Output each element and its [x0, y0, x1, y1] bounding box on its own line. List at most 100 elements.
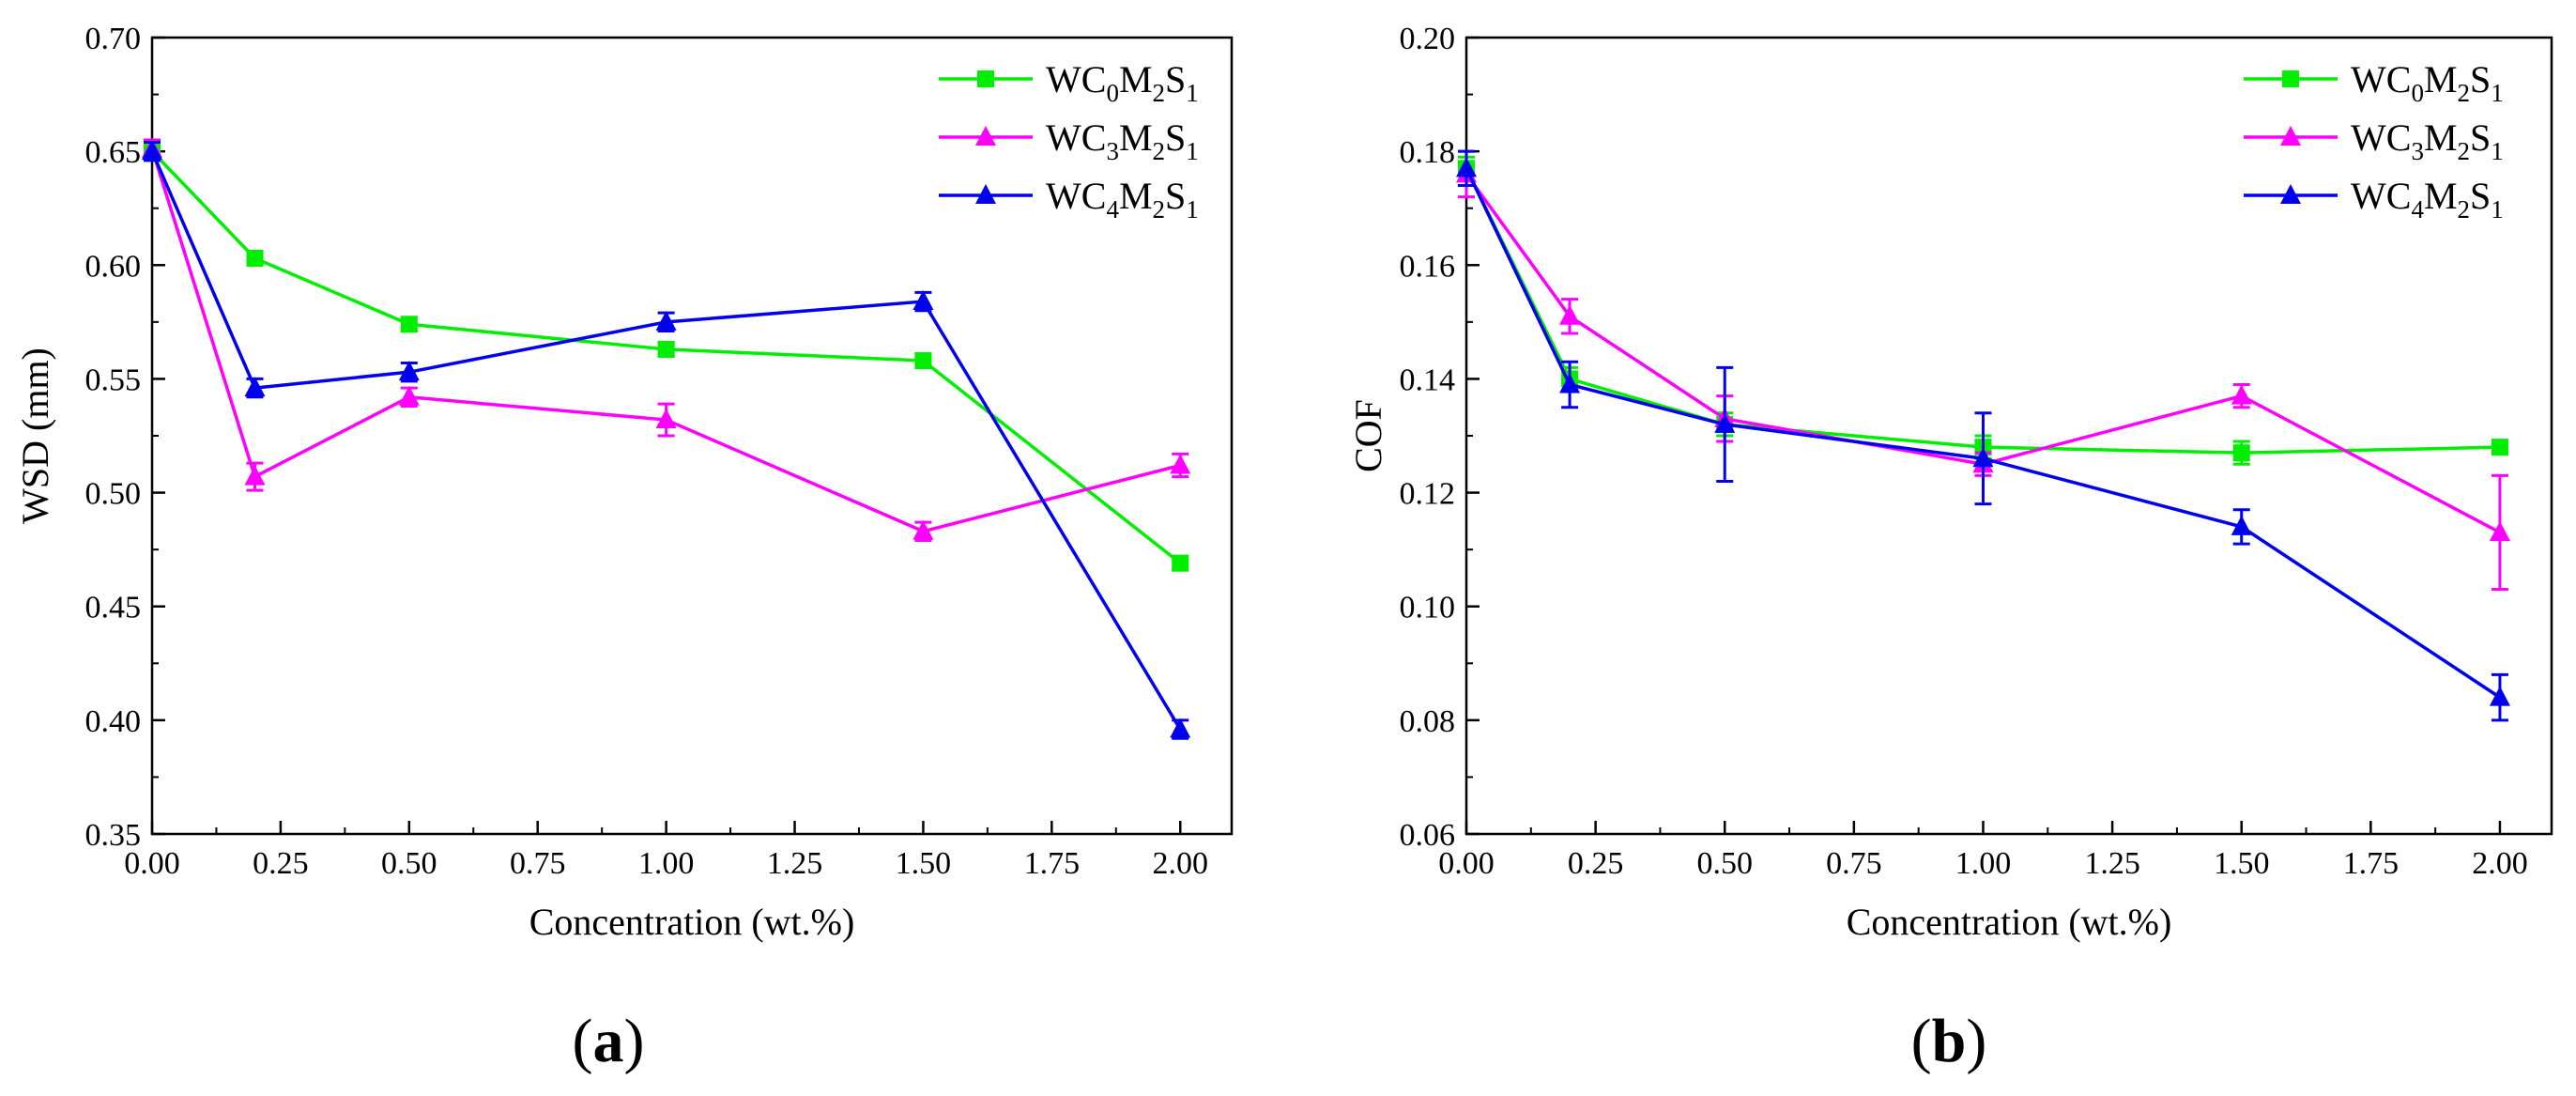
legend-subscript: 1: [2491, 79, 2504, 107]
legend-marker: [977, 70, 994, 87]
x-axis-title: Concentration (wt.%): [529, 901, 855, 943]
legend-subscript: 3: [2411, 137, 2424, 165]
y-tick-label: 0.20: [1400, 22, 1456, 56]
y-tick-label: 0.65: [85, 135, 142, 170]
data-point-WC4M2S1: [1456, 157, 1477, 178]
legend-subscript: 2: [2458, 137, 2471, 165]
x-tick-label: 1.75: [1024, 846, 1081, 881]
x-tick-label: 0.75: [510, 846, 566, 881]
x-tick-label: 1.00: [638, 846, 695, 881]
panel-label-open-paren: (: [573, 1007, 593, 1075]
legend-marker: [975, 184, 996, 204]
x-tick-label: 0.50: [381, 846, 437, 881]
legend-text-part: M: [2424, 116, 2458, 159]
data-point-WC0M2S1: [246, 250, 264, 268]
legend-entry-WC4M2S1: WC4M2S1: [939, 175, 1199, 224]
legend-text-part: S: [1165, 58, 1186, 100]
x-tick-label: 0.25: [1568, 846, 1624, 881]
data-point-WC4M2S1: [142, 140, 162, 161]
x-tick-label: 0.75: [1826, 846, 1882, 881]
legend-entry-WC0M2S1: WC0M2S1: [2244, 58, 2504, 107]
legend-text-part: WC: [1046, 116, 1106, 159]
legend-entry-WC3M2S1: WC3M2S1: [2244, 116, 2504, 165]
x-tick-label: 0.00: [1438, 846, 1495, 881]
legend-text-part: S: [1165, 175, 1186, 217]
y-tick-label: 0.08: [1400, 704, 1456, 739]
y-tick-label: 0.35: [85, 818, 142, 853]
legend-subscript: 1: [1186, 79, 1199, 107]
x-tick-label: 2.00: [1152, 846, 1208, 881]
x-axis-title: Concentration (wt.%): [1847, 901, 2172, 943]
legend-label: WC3M2S1: [1046, 116, 1199, 165]
legend-subscript: 1: [1186, 195, 1199, 224]
y-axis-title: COF: [1347, 399, 1389, 472]
legend-text-part: M: [1119, 116, 1153, 159]
y-tick-label: 0.55: [85, 363, 142, 397]
legend-text-part: M: [1119, 58, 1153, 100]
data-point-WC4M2S1: [2231, 515, 2252, 535]
legend-text-part: S: [1165, 116, 1186, 159]
series-line-WC4M2S1: [150, 150, 1182, 731]
y-tick-label: 0.16: [1400, 249, 1456, 284]
legend-subscript: 2: [2458, 79, 2471, 107]
legend-marker: [2282, 70, 2299, 87]
panel-label-close-paren: ): [624, 1007, 645, 1075]
series-line-WC0M2S1: [150, 149, 1182, 565]
legend-label: WC0M2S1: [2351, 58, 2504, 107]
legend-subscript: 0: [2411, 79, 2424, 107]
y-tick-label: 0.40: [85, 704, 142, 739]
x-tick-label: 1.25: [767, 846, 823, 881]
data-point-WC3M2S1: [655, 409, 677, 429]
x-tick-label: 1.50: [896, 846, 952, 881]
legend-marker: [2280, 126, 2301, 146]
y-tick-label: 0.45: [85, 591, 142, 625]
data-point-WC0M2S1: [914, 352, 932, 370]
data-point-WC3M2S1: [1170, 454, 1191, 474]
legend-subscript: 3: [1106, 137, 1119, 165]
y-tick-label: 0.70: [85, 22, 142, 56]
x-tick-label: 1.50: [2214, 846, 2270, 881]
panel-label: (a): [573, 1007, 645, 1075]
panel-label: (b): [1911, 1007, 1987, 1075]
data-point-WC4M2S1: [1714, 412, 1736, 433]
data-point-WC4M2S1: [398, 361, 420, 381]
legend-label: WC0M2S1: [1046, 58, 1199, 107]
legend-text-part: M: [2424, 58, 2458, 100]
panel-label-open-paren: (: [1911, 1007, 1932, 1075]
legend-subscript: 2: [1153, 195, 1166, 224]
data-point-WC3M2S1: [912, 519, 934, 540]
legend-text-part: WC: [1046, 175, 1106, 217]
y-tick-label: 0.18: [1400, 135, 1456, 170]
series-line-WC3M2S1: [150, 148, 1181, 533]
legend-subscript: 0: [1106, 79, 1119, 107]
legend-subscript: 2: [2458, 195, 2471, 224]
y-axis-title: WSD (mm): [14, 347, 56, 524]
x-tick-label: 0.50: [1696, 846, 1753, 881]
data-point-WC4M2S1: [1170, 718, 1191, 738]
y-tick-label: 0.14: [1400, 363, 1456, 397]
data-point-WC3M2S1: [2231, 384, 2252, 405]
legend-text-part: WC: [2351, 175, 2411, 217]
data-point-WC3M2S1: [2489, 520, 2510, 541]
y-tick-label: 0.50: [85, 477, 142, 512]
y-tick-label: 0.60: [85, 249, 142, 284]
data-point-WC4M2S1: [2489, 686, 2510, 706]
legend-text-part: S: [2470, 58, 2491, 100]
legend-label: WC4M2S1: [1046, 175, 1199, 224]
data-point-WC3M2S1: [244, 465, 266, 486]
legend-subscript: 2: [1153, 137, 1166, 165]
data-point-WC3M2S1: [1559, 304, 1581, 325]
x-tick-label: 1.75: [2343, 846, 2400, 881]
y-tick-label: 0.10: [1400, 591, 1456, 625]
legend-marker: [975, 126, 996, 146]
panel-label-letter: a: [593, 1007, 624, 1075]
panel-b: 0.00 0.25 0.50 0.75 1.00 1.25 1.50 1.75 2.00 0.06…: [1347, 22, 2553, 1075]
x-tick-label: 0.00: [124, 846, 180, 881]
data-point-WC0M2S1: [2491, 439, 2508, 456]
series-line-WC4M2S1: [1464, 167, 2501, 700]
data-point-WC4M2S1: [912, 290, 934, 311]
legend-subscript: 4: [2411, 195, 2424, 224]
data-point-WC0M2S1: [2232, 444, 2250, 462]
x-tick-label: 0.25: [253, 846, 309, 881]
data-point-WC4M2S1: [244, 377, 266, 397]
